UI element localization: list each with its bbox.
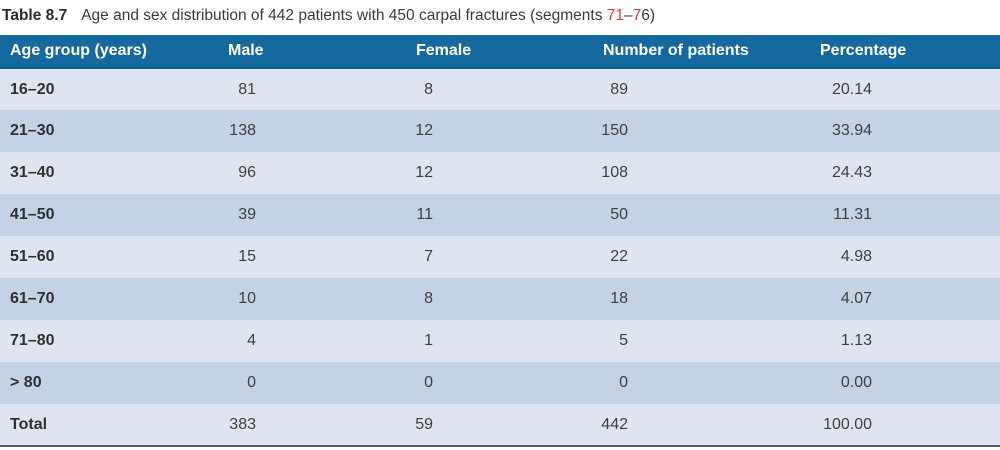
- header-row: Age group (years) Male Female Number of …: [0, 35, 1000, 69]
- cell-patients: 89: [593, 68, 810, 110]
- cell-female: 7: [406, 236, 593, 278]
- segment-ref-link-2[interactable]: 7: [632, 7, 642, 24]
- column-header-age-group: Age group (years): [0, 35, 218, 69]
- table-row: 71–80 4 1 5 1.13: [0, 320, 1000, 362]
- cell-female: 59: [406, 404, 593, 446]
- cell-percentage: 0.00: [810, 362, 1000, 404]
- table-row: 16–20 81 8 89 20.14: [0, 68, 1000, 110]
- column-header-male: Male: [218, 35, 406, 69]
- caption-dash: –: [624, 7, 633, 24]
- cell-age-group: 71–80: [0, 320, 218, 362]
- cell-male: 138: [218, 110, 406, 152]
- cell-percentage: 33.94: [810, 110, 1000, 152]
- column-header-percentage: Percentage: [810, 35, 1000, 69]
- cell-percentage: 11.31: [810, 194, 1000, 236]
- table-row-total: Total 383 59 442 100.00: [0, 404, 1000, 446]
- segment-ref-link-1[interactable]: 71: [606, 7, 625, 24]
- table-row: 61–70 10 8 18 4.07: [0, 278, 1000, 320]
- table-row: 21–30 138 12 150 33.94: [0, 110, 1000, 152]
- cell-percentage: 100.00: [810, 404, 1000, 446]
- cell-female: 8: [406, 68, 593, 110]
- cell-patients: 22: [593, 236, 810, 278]
- cell-male: 4: [218, 320, 406, 362]
- cell-age-group: 21–30: [0, 110, 218, 152]
- cell-male: 0: [218, 362, 406, 404]
- cell-female: 1: [406, 320, 593, 362]
- cell-percentage: 4.07: [810, 278, 1000, 320]
- cell-male: 96: [218, 152, 406, 194]
- table-caption-suffix: 6): [641, 7, 656, 24]
- cell-age-group: 61–70: [0, 278, 218, 320]
- cell-age-group: 41–50: [0, 194, 218, 236]
- cell-percentage: 24.43: [810, 152, 1000, 194]
- cell-male: 39: [218, 194, 406, 236]
- cell-male: 383: [218, 404, 406, 446]
- cell-patients: 108: [593, 152, 810, 194]
- cell-female: 0: [406, 362, 593, 404]
- cell-patients: 150: [593, 110, 810, 152]
- table-caption: Table 8.7 Age and sex distribution of 442…: [0, 0, 1000, 35]
- cell-age-group: > 80: [0, 362, 218, 404]
- cell-male: 81: [218, 68, 406, 110]
- cell-patients: 0: [593, 362, 810, 404]
- cell-percentage: 4.98: [810, 236, 1000, 278]
- cell-percentage: 1.13: [810, 320, 1000, 362]
- column-header-number-of-patients: Number of patients: [593, 35, 810, 69]
- cell-female: 12: [406, 152, 593, 194]
- table-row: > 80 0 0 0 0.00: [0, 362, 1000, 404]
- age-sex-distribution-table: Age group (years) Male Female Number of …: [0, 35, 1000, 447]
- cell-age-group: 16–20: [0, 68, 218, 110]
- cell-percentage: 20.14: [810, 68, 1000, 110]
- cell-patients: 18: [593, 278, 810, 320]
- table-row: 51–60 15 7 22 4.98: [0, 236, 1000, 278]
- cell-female: 8: [406, 278, 593, 320]
- cell-patients: 50: [593, 194, 810, 236]
- cell-male: 15: [218, 236, 406, 278]
- cell-patients: 5: [593, 320, 810, 362]
- cell-female: 11: [406, 194, 593, 236]
- column-header-female: Female: [406, 35, 593, 69]
- cell-female: 12: [406, 110, 593, 152]
- table-row: 41–50 39 11 50 11.31: [0, 194, 1000, 236]
- table-row: 31–40 96 12 108 24.43: [0, 152, 1000, 194]
- cell-patients: 442: [593, 404, 810, 446]
- cell-age-group: 51–60: [0, 236, 218, 278]
- table-caption-text: Age and sex distribution of 442 patients…: [81, 7, 607, 24]
- cell-age-group: Total: [0, 404, 218, 446]
- table-caption-label: Table 8.7: [2, 7, 68, 24]
- cell-male: 10: [218, 278, 406, 320]
- cell-age-group: 31–40: [0, 152, 218, 194]
